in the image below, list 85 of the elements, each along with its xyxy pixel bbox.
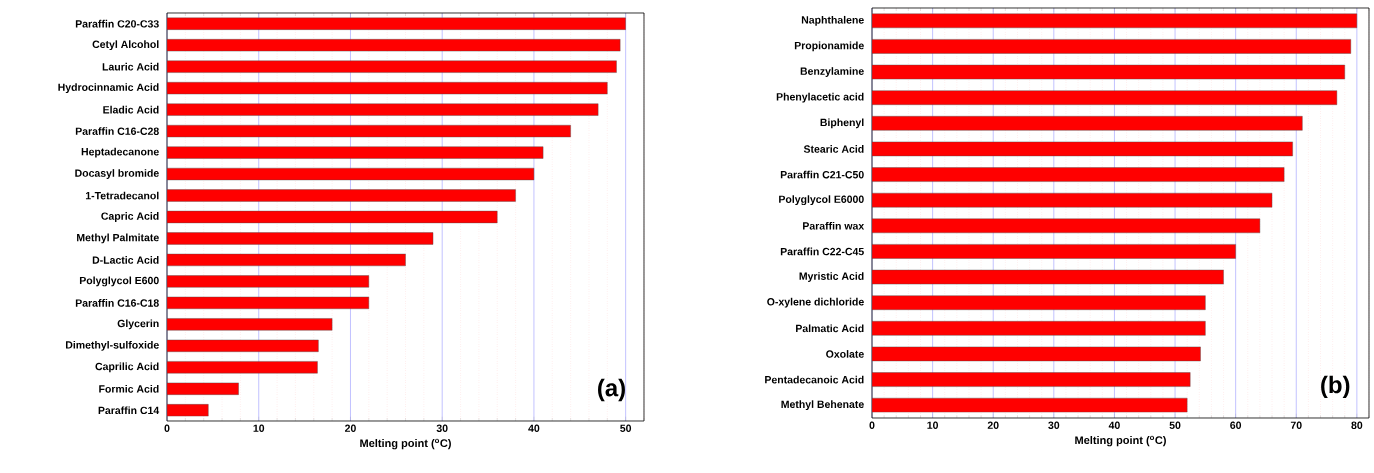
bar [167,125,571,138]
y-tick-label: Paraffin C20-C33 [75,19,159,28]
y-tick-label: Paraffin C16-C28 [75,127,159,135]
x-tick-label: 0 [164,424,170,432]
x-tick-label: 10 [253,424,265,432]
x-tick-label: 20 [344,424,356,432]
bar [872,13,1358,29]
x-tick-label: 0 [869,421,875,429]
bar [872,295,1206,310]
x-tick-label: 30 [436,424,448,432]
y-tick-label: Pentadecanoic Acid [765,375,864,384]
bar [167,275,370,288]
bar [167,339,319,352]
y-tick-label: Polyglycol E600 [79,276,159,287]
y-tick-label: 1-Tetradecanol [85,191,159,200]
y-tick-label: Naphthalene [801,15,864,26]
y-tick-label: Myristic Acid [799,272,864,282]
x-tick-label: 30 [1048,421,1060,429]
bar [167,189,516,202]
bar [167,17,626,30]
bar [167,404,209,417]
y-tick-label: Paraffin wax [803,221,865,230]
x-tick-label: 50 [1169,421,1181,429]
bar [872,218,1261,234]
bar [872,244,1236,259]
x-tick-label: 20 [987,421,999,429]
x-axis-title: Melting point ($^{o}$C) [1075,435,1166,447]
bar [167,39,621,52]
bar [167,103,599,116]
x-tick-label: 60 [1230,421,1242,429]
x-tick-label: 40 [528,424,540,432]
bar [167,210,498,224]
bar [872,397,1188,413]
bar [872,39,1352,54]
bar [167,232,434,245]
bar [872,167,1285,182]
bar [167,361,318,374]
bar [167,253,406,267]
y-tick-label: Dimethyl-sulfoxide [65,340,159,351]
y-tick-label: Oxolate [826,350,864,358]
y-tick-label: Docasyl bromide [75,169,159,179]
y-tick-label: Capric Acid [101,212,159,222]
x-tick-label: 50 [620,424,632,432]
x-tick-label: 40 [1108,421,1120,429]
bar [167,146,544,159]
y-tick-label: Caprilic Acid [95,362,159,373]
y-tick-label: Propionamide [794,41,864,52]
bar [872,90,1338,105]
y-tick-label: Polyglycol E6000 [779,195,864,206]
y-tick-label: D-Lactic Acid [92,256,159,264]
y-tick-label: Stearic Acid [803,145,864,153]
x-tick-label: 70 [1290,421,1302,429]
bar [872,372,1191,387]
x-tick-label: 80 [1351,421,1363,429]
y-tick-label: Cetyl Alcohol [92,40,159,51]
bar [167,82,608,95]
y-tick-label: Methyl Behenate [781,400,864,411]
y-tick-label: Eladic Acid [103,105,159,114]
y-tick-label: Paraffin C22-C45 [780,247,864,256]
y-tick-label: O-xylene dichloride [767,297,864,308]
y-tick-label: Paraffin C21-C50 [780,170,864,179]
y-tick-label: Formic Acid [99,384,159,393]
x-axis-title: Melting point ($^{o}$C) [360,438,451,450]
y-tick-label: Hydrocinnamic Acid [58,83,159,94]
bar [872,321,1206,336]
bar [167,167,535,181]
y-tick-label: Lauric Acid [102,62,159,71]
annotation: (b) [1321,375,1350,399]
y-tick-label: Paraffin C16-C18 [75,299,159,307]
y-tick-label: Biphenyl [820,118,864,129]
y-tick-label: Heptadecanone [81,147,159,158]
y-tick-label: Glycerin [117,319,159,330]
bar [167,60,617,73]
y-tick-label: Palmatic Acid [796,324,864,333]
bar [872,192,1273,208]
bar [872,116,1303,131]
bar [167,296,370,309]
annotation: (a) [598,378,625,402]
y-tick-label: Phenylacetic acid [776,92,864,103]
bar [167,318,333,331]
x-tick-label: 10 [927,421,939,429]
y-tick-label: Benzylamine [800,67,864,77]
bar [167,382,239,395]
y-tick-label: Methyl Palmitate [77,233,159,244]
y-tick-label: Paraffin C14 [98,406,160,415]
